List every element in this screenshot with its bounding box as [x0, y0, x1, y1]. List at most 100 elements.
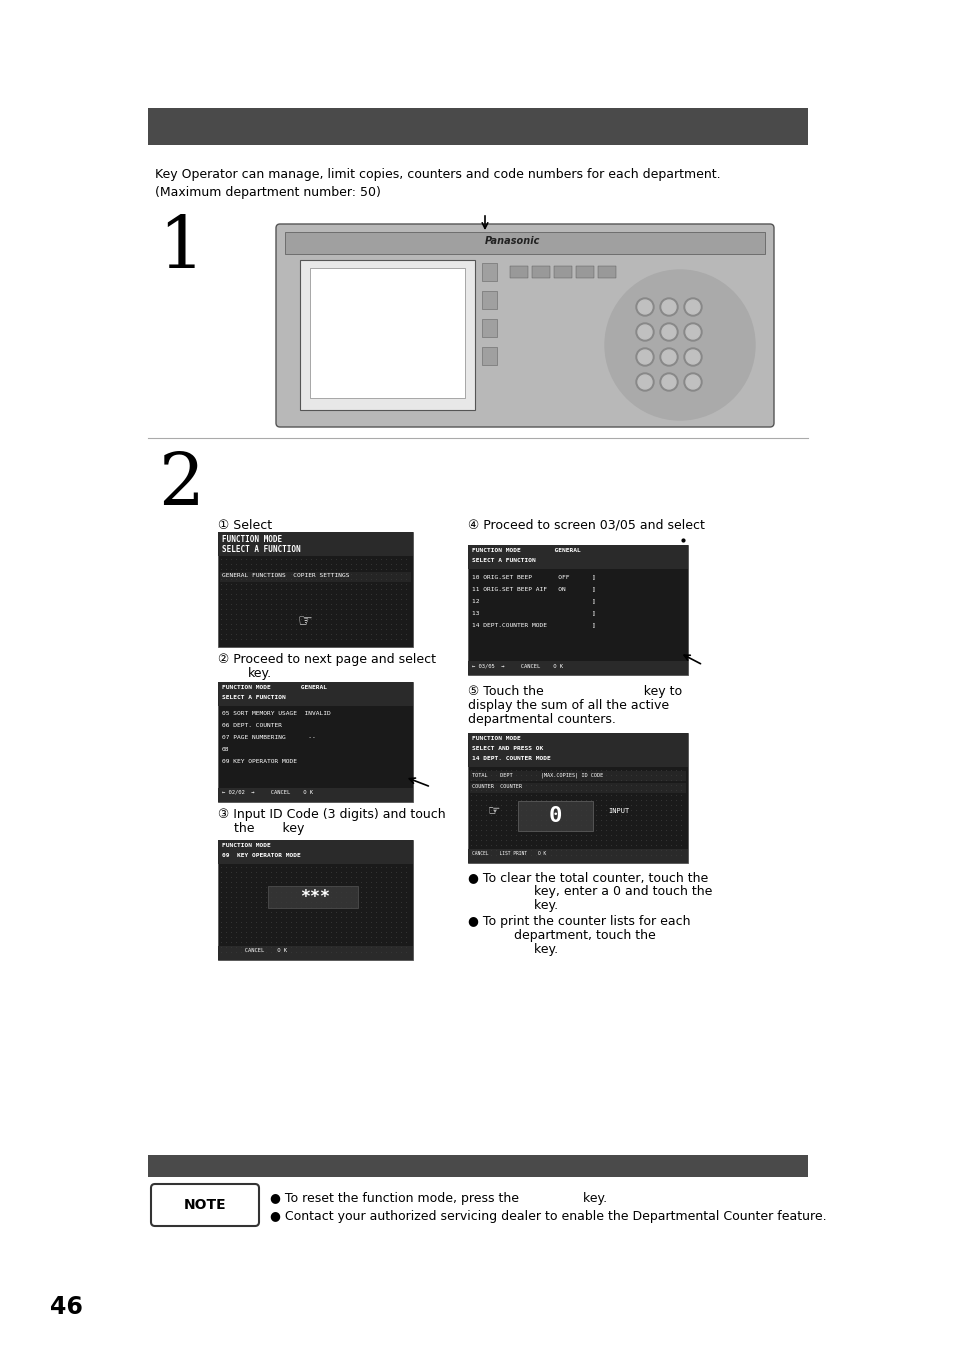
Bar [532, 266, 550, 278]
FancyBboxPatch shape [275, 224, 773, 427]
Circle shape [685, 376, 700, 389]
Circle shape [683, 299, 701, 316]
Text: TOTAL    DEPT         |MAX.COPIES| ID CODE: TOTAL DEPT |MAX.COPIES| ID CODE [472, 771, 602, 777]
Text: 08: 08 [222, 747, 230, 753]
Text: ● To reset the function mode, press the                key.: ● To reset the function mode, press the … [270, 1192, 606, 1205]
Bar [218, 682, 413, 707]
Circle shape [659, 299, 678, 316]
Circle shape [638, 350, 651, 363]
Text: Key Operator can manage, limit copies, counters and code numbers for each depart: Key Operator can manage, limit copies, c… [154, 168, 720, 181]
Text: departmental counters.: departmental counters. [468, 713, 616, 725]
Text: the       key: the key [218, 821, 304, 835]
Text: ⑤ Touch the                         key to: ⑤ Touch the key to [468, 685, 681, 698]
Text: INPUT: INPUT [607, 808, 629, 815]
FancyBboxPatch shape [151, 1183, 258, 1225]
Bar [220, 571, 411, 582]
Bar [148, 1155, 807, 1177]
Bar [468, 734, 687, 863]
Text: 05 SORT MEMORY USAGE  INVALID: 05 SORT MEMORY USAGE INVALID [222, 711, 331, 716]
Text: 14 DEPT. COUNTER MODE: 14 DEPT. COUNTER MODE [472, 757, 550, 761]
Circle shape [636, 349, 654, 366]
Text: FUNCTION MODE: FUNCTION MODE [222, 843, 271, 848]
Text: FUNCTION MODE: FUNCTION MODE [222, 535, 282, 544]
Bar [468, 848, 687, 863]
Bar [310, 267, 464, 399]
Circle shape [659, 323, 678, 340]
Text: ③ Input ID Code (3 digits) and touch: ③ Input ID Code (3 digits) and touch [218, 808, 445, 821]
Text: ① Select: ① Select [218, 519, 272, 532]
Text: 07 PAGE NUMBERING      --: 07 PAGE NUMBERING -- [222, 735, 315, 740]
Circle shape [638, 326, 651, 339]
Text: 06 DEPT. COUNTER: 06 DEPT. COUNTER [222, 723, 282, 728]
Bar [517, 801, 593, 831]
Text: key.: key. [248, 667, 272, 680]
Circle shape [661, 300, 676, 313]
Bar [299, 259, 475, 409]
Circle shape [661, 326, 676, 339]
Text: 11 ORIG.SET BEEP AIF   ON       ▯: 11 ORIG.SET BEEP AIF ON ▯ [472, 586, 595, 590]
Bar [218, 946, 413, 961]
Circle shape [659, 349, 678, 366]
Bar [218, 788, 413, 802]
Text: FUNCTION MODE        GENERAL: FUNCTION MODE GENERAL [222, 685, 327, 690]
Circle shape [661, 376, 676, 389]
Text: 14 DEPT.COUNTER MODE            ▯: 14 DEPT.COUNTER MODE ▯ [472, 621, 595, 627]
Bar [268, 886, 357, 908]
Bar [468, 544, 687, 569]
Circle shape [638, 300, 651, 313]
Bar [598, 266, 616, 278]
Text: ④ Proceed to screen 03/05 and select: ④ Proceed to screen 03/05 and select [468, 519, 704, 532]
Text: key, enter a 0 and touch the: key, enter a 0 and touch the [497, 885, 712, 898]
Bar [285, 232, 764, 254]
Text: 2: 2 [158, 450, 204, 520]
Bar [481, 290, 497, 309]
Bar [481, 347, 497, 365]
Text: 09  KEY OPERATOR MODE: 09 KEY OPERATOR MODE [222, 852, 300, 858]
Bar [218, 840, 413, 961]
Bar [468, 661, 687, 676]
Text: (Maximum department number: 50): (Maximum department number: 50) [154, 186, 380, 199]
Text: department, touch the: department, touch the [497, 929, 655, 942]
Text: SELECT AND PRESS OK: SELECT AND PRESS OK [472, 746, 542, 751]
Text: NOTE: NOTE [184, 1198, 226, 1212]
Circle shape [683, 323, 701, 340]
Circle shape [659, 373, 678, 390]
Bar [218, 532, 413, 647]
Bar [481, 319, 497, 336]
Bar [576, 266, 594, 278]
Circle shape [685, 300, 700, 313]
Text: 13                              ▯: 13 ▯ [472, 611, 595, 615]
Circle shape [685, 326, 700, 339]
Circle shape [685, 350, 700, 363]
Bar [468, 544, 687, 676]
Bar [148, 108, 807, 145]
Bar [470, 771, 685, 781]
Bar [218, 840, 413, 865]
Bar [554, 266, 572, 278]
Text: 46: 46 [50, 1296, 83, 1319]
Text: 12                              ▯: 12 ▯ [472, 598, 595, 603]
Circle shape [638, 376, 651, 389]
Text: display the sum of all the active: display the sum of all the active [468, 698, 668, 712]
Text: ● Contact your authorized servicing dealer to enable the Departmental Counter fe: ● Contact your authorized servicing deal… [270, 1210, 825, 1223]
Circle shape [636, 323, 654, 340]
Text: ☞: ☞ [488, 802, 500, 817]
Circle shape [661, 350, 676, 363]
Text: 0: 0 [548, 807, 561, 825]
Text: ● To clear the total counter, touch the: ● To clear the total counter, touch the [468, 871, 707, 884]
Text: SELECT A FUNCTION: SELECT A FUNCTION [222, 544, 300, 554]
Text: CANCEL    LIST PRINT    O K: CANCEL LIST PRINT O K [472, 851, 546, 857]
Bar [218, 682, 413, 802]
Text: ☞: ☞ [297, 612, 313, 630]
Circle shape [636, 299, 654, 316]
Bar [481, 263, 497, 281]
Circle shape [636, 373, 654, 390]
Text: 1: 1 [158, 213, 204, 284]
Text: Panasonic: Panasonic [484, 236, 539, 246]
Circle shape [683, 349, 701, 366]
Text: ← 02/02  →     CANCEL    O K: ← 02/02 → CANCEL O K [222, 790, 313, 794]
Text: SELECT A FUNCTION: SELECT A FUNCTION [472, 558, 536, 563]
Text: ● To print the counter lists for each: ● To print the counter lists for each [468, 915, 690, 928]
Text: SELECT A FUNCTION: SELECT A FUNCTION [222, 694, 286, 700]
Text: 09 KEY OPERATOR MODE: 09 KEY OPERATOR MODE [222, 759, 296, 765]
